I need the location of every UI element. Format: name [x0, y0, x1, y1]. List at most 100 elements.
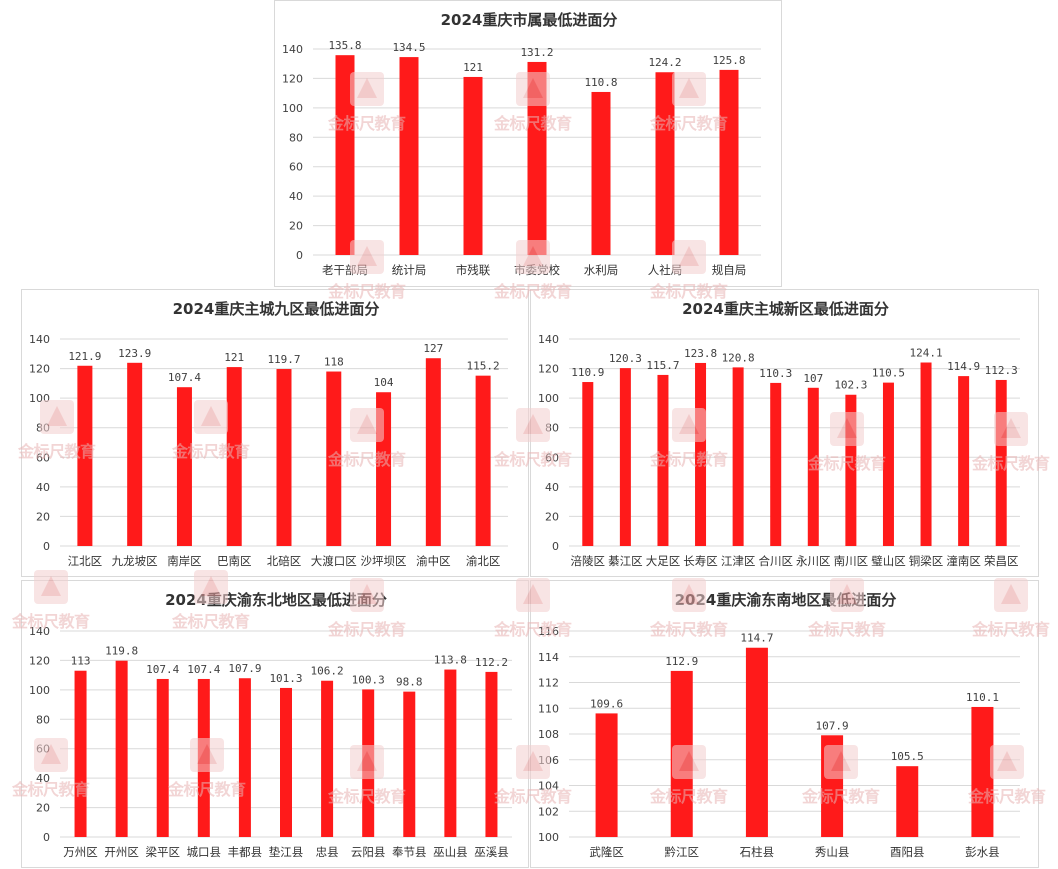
- x-tick-label: 长寿区: [683, 554, 718, 568]
- bar: [807, 387, 819, 546]
- bar: [127, 362, 143, 546]
- y-tick-label: 100: [282, 102, 303, 115]
- bar-value-label: 118: [324, 356, 344, 369]
- x-tick-label: 老干部局: [322, 263, 368, 277]
- bar: [882, 382, 894, 546]
- bar: [695, 362, 707, 546]
- x-tick-label: 南岸区: [167, 554, 202, 568]
- bar-value-label: 107.4: [146, 663, 179, 676]
- bar: [657, 374, 669, 546]
- x-tick-label: 酉阳县: [890, 845, 925, 859]
- bar: [619, 368, 631, 546]
- bar-value-label: 104: [374, 376, 394, 389]
- bar-value-label: 121.9: [68, 350, 101, 363]
- x-tick-label: 奉节县: [392, 845, 427, 859]
- y-tick-label: 0: [296, 249, 303, 262]
- bar: [591, 91, 611, 255]
- bar-value-label: 134.5: [392, 41, 425, 54]
- bar: [821, 735, 844, 837]
- x-tick-label: 沙坪坝区: [361, 554, 407, 568]
- x-tick-label: 巫山县: [433, 845, 468, 859]
- x-tick-label: 綦江区: [608, 554, 643, 568]
- bar-value-label: 121: [463, 61, 483, 74]
- y-tick-label: 104: [538, 780, 559, 793]
- bar-value-label: 112.3: [985, 364, 1018, 377]
- x-tick-label: 黔江区: [665, 845, 700, 859]
- y-tick-label: 20: [36, 802, 50, 815]
- chart-panel-main-city-new-districts: 2024重庆主城新区最低进面分 0 20 40 60 80 100 120 140 110.9 涪陵…: [530, 289, 1039, 577]
- x-tick-label: 彭水县: [965, 845, 1000, 859]
- bar: [326, 371, 342, 546]
- bar-value-label: 105.5: [891, 750, 924, 763]
- bar-value-label: 102.3: [834, 379, 867, 392]
- x-tick-label: 云阳县: [351, 845, 386, 859]
- chart-svg: 2024重庆渝东北地区最低进面分 0 20 40 60 80 100 120 140 113 万州区…: [29, 591, 512, 859]
- bar: [655, 72, 675, 256]
- chart-panel-northeast-chongqing: 2024重庆渝东北地区最低进面分 0 20 40 60 80 100 120 140 113 万州区…: [21, 580, 529, 868]
- chart-title: 2024重庆渝东北地区最低进面分: [165, 591, 387, 609]
- bar: [238, 678, 251, 837]
- bar-value-label: 125.8: [712, 54, 745, 67]
- y-tick-label: 106: [538, 754, 559, 767]
- y-tick-label: 100: [29, 684, 50, 697]
- bar: [463, 76, 483, 255]
- bar-value-label: 123.8: [684, 347, 717, 360]
- x-tick-label: 大渡口区: [311, 554, 357, 568]
- bar: [77, 365, 93, 546]
- y-tick-label: 20: [289, 220, 303, 233]
- bar: [197, 678, 210, 837]
- x-tick-label: 北碚区: [267, 554, 302, 568]
- chart-svg: 2024重庆主城九区最低进面分 0 20 40 60 80 100 120 140 121.9 江北…: [29, 300, 508, 568]
- chart-panel-main-city-nine-districts: 2024重庆主城九区最低进面分 0 20 40 60 80 100 120 140 121.9 江北…: [21, 289, 529, 577]
- x-tick-label: 武隆区: [589, 845, 624, 859]
- bar-value-label: 119.7: [267, 353, 300, 366]
- chart-title: 2024重庆渝东南地区最低进面分: [675, 591, 897, 609]
- y-tick-label: 40: [36, 772, 50, 785]
- bar: [321, 680, 334, 837]
- bar-value-label: 120.3: [609, 352, 642, 365]
- bar-value-label: 107.4: [187, 663, 220, 676]
- bar: [971, 706, 994, 837]
- bar-value-label: 107.9: [816, 719, 849, 732]
- bar: [670, 670, 693, 837]
- y-tick-label: 60: [545, 451, 559, 464]
- y-tick-label: 60: [289, 161, 303, 174]
- bar-value-label: 121: [224, 351, 244, 364]
- x-tick-label: 永川区: [796, 554, 831, 568]
- x-tick-label: 江津区: [721, 554, 756, 568]
- y-tick-label: 40: [36, 481, 50, 494]
- bar-value-label: 115.2: [467, 360, 500, 373]
- x-tick-label: 万州区: [63, 845, 98, 859]
- x-tick-label: 渝中区: [416, 554, 451, 568]
- x-tick-label: 水利局: [584, 263, 619, 277]
- bar-value-label: 113: [71, 655, 91, 668]
- bar-value-label: 98.8: [396, 676, 423, 689]
- y-tick-label: 20: [36, 510, 50, 523]
- y-tick-label: 100: [538, 392, 559, 405]
- x-tick-label: 秀山县: [815, 845, 850, 859]
- x-tick-label: 城口县: [187, 845, 222, 859]
- bar-value-label: 123.9: [118, 347, 151, 360]
- y-tick-label: 120: [538, 363, 559, 376]
- x-tick-label: 市残联: [456, 263, 491, 277]
- y-tick-label: 80: [36, 713, 50, 726]
- bar-value-label: 109.6: [590, 697, 623, 710]
- bar-value-label: 127: [423, 342, 443, 355]
- bar: [770, 382, 782, 546]
- bar: [745, 647, 768, 837]
- bar-value-label: 101.3: [269, 672, 302, 685]
- y-tick-label: 114: [538, 651, 559, 664]
- x-tick-label: 巫溪县: [474, 845, 509, 859]
- bar: [444, 669, 457, 837]
- chart-svg: 2024重庆市属最低进面分 0 20 40 60 80 100 120 140 135.8 老干部局…: [282, 11, 761, 277]
- x-tick-label: 璧山区: [871, 554, 906, 568]
- bar: [995, 379, 1007, 546]
- bar-value-label: 119.8: [105, 645, 138, 658]
- bar: [280, 687, 292, 837]
- y-tick-label: 0: [552, 540, 559, 553]
- bar: [896, 766, 919, 837]
- x-tick-label: 南川区: [834, 554, 869, 568]
- bar: [276, 369, 292, 546]
- y-tick-label: 80: [289, 131, 303, 144]
- x-tick-label: 渝北区: [466, 554, 501, 568]
